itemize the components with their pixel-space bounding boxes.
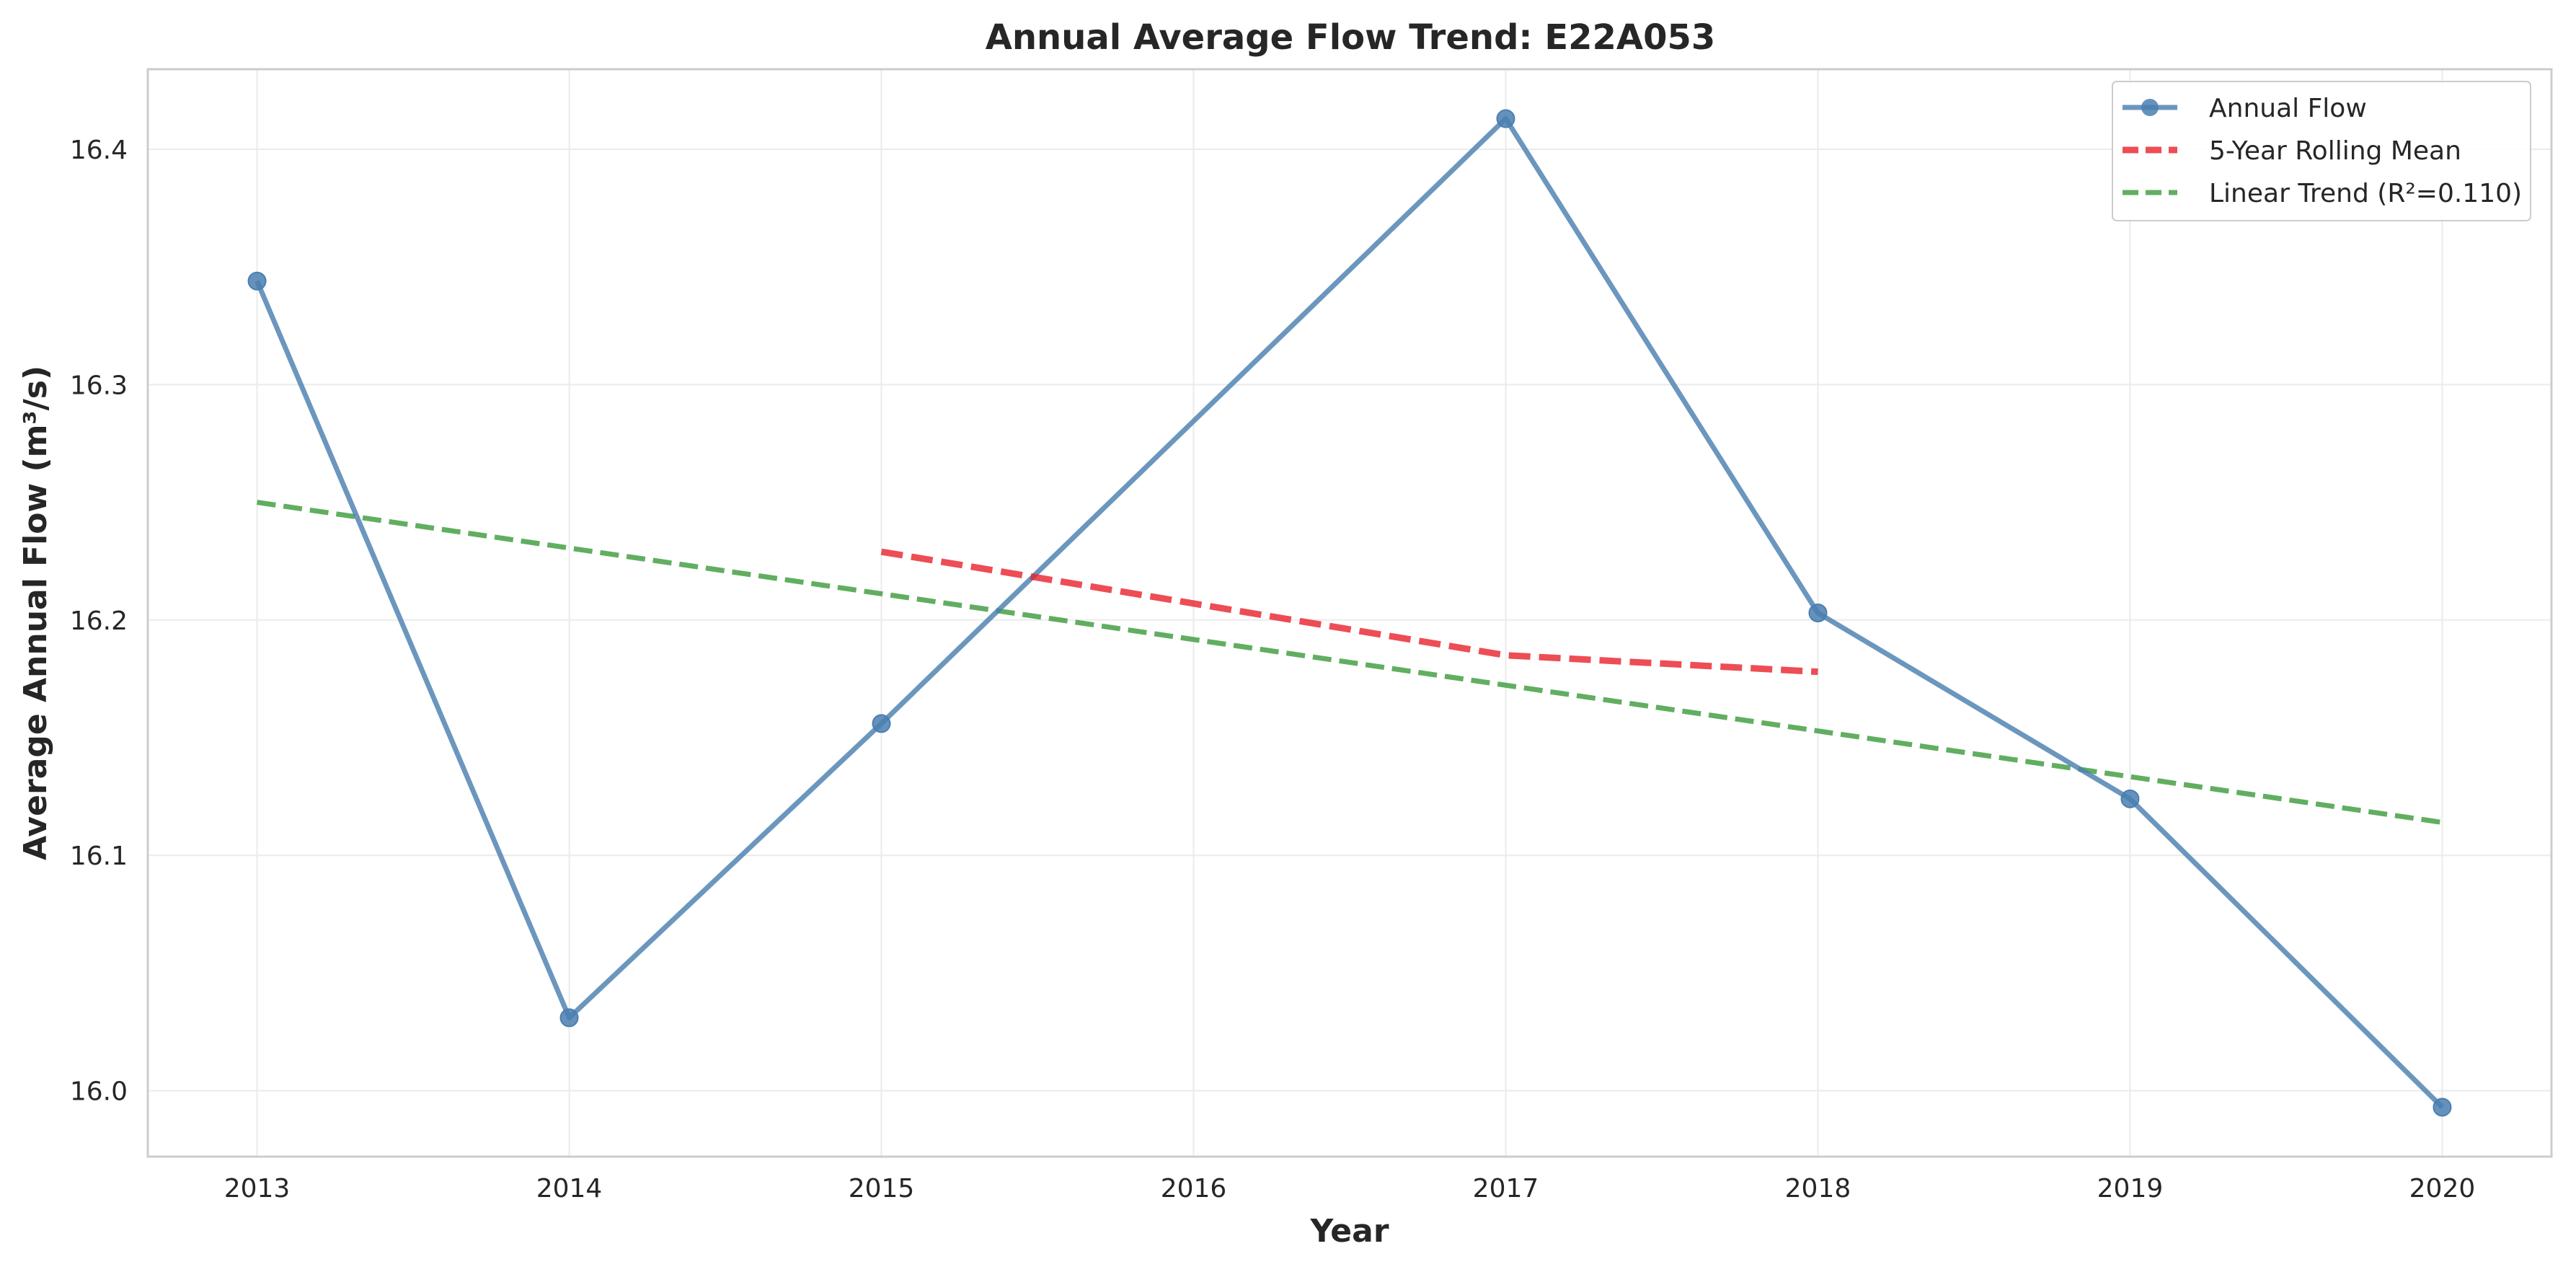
x-tick-label: 2017	[1473, 1174, 1539, 1203]
data-point	[1808, 604, 1828, 622]
plot-frame	[146, 68, 2553, 1158]
data-point	[1496, 109, 1515, 128]
legend-item: 5-Year Rolling Mean	[2123, 136, 2461, 166]
axis-ticks: 2013 2014 2015 2016 2017 2018 2019 2020 16.0 16.1…	[70, 136, 2475, 1203]
legend: Annual Flow 5-Year Rolling Mean Linear Tre…	[2112, 81, 2531, 221]
y-tick-label: 16.2	[70, 606, 128, 636]
x-tick-label: 2019	[2097, 1174, 2164, 1203]
data-point	[559, 1008, 579, 1028]
y-tick-label: 16.1	[70, 842, 128, 871]
y-tick-label: 16.0	[70, 1077, 128, 1107]
x-tick-label: 2013	[224, 1174, 291, 1203]
x-tick-label: 2016	[1161, 1174, 1227, 1203]
series-line	[880, 548, 1818, 676]
x-tick-label: 2020	[2409, 1174, 2476, 1203]
y-axis-label: Average Annual Flow (m³/s)	[17, 366, 54, 860]
series-2	[257, 500, 2443, 825]
legend-item: Annual Flow	[2123, 94, 2367, 123]
series-layer	[247, 109, 2452, 1117]
data-point	[2120, 789, 2140, 808]
legend-box	[2112, 81, 2531, 221]
series-1	[880, 548, 1818, 676]
chart-title: Annual Average Flow Trend: E22A053	[986, 17, 1716, 58]
y-tick-label: 16.4	[70, 136, 128, 165]
series-line	[254, 116, 2444, 1109]
x-tick-label: 2014	[536, 1174, 603, 1203]
grid	[148, 69, 2551, 1157]
legend-label: Linear Trend (R²=0.110)	[2209, 179, 2522, 208]
x-axis-label: Year	[1309, 1213, 1389, 1250]
x-tick-label: 2018	[1785, 1174, 1851, 1203]
legend-label: 5-Year Rolling Mean	[2209, 136, 2461, 166]
y-tick-label: 16.3	[70, 371, 128, 400]
legend-item: Linear Trend (R²=0.110)	[2123, 179, 2522, 208]
series-0	[247, 109, 2452, 1117]
data-point	[247, 271, 267, 291]
legend-marker	[2141, 99, 2159, 116]
x-tick-label: 2015	[849, 1174, 915, 1203]
legend-label: Annual Flow	[2209, 94, 2367, 123]
data-point	[872, 714, 891, 733]
series-line	[257, 500, 2443, 825]
data-point	[2433, 1097, 2452, 1117]
